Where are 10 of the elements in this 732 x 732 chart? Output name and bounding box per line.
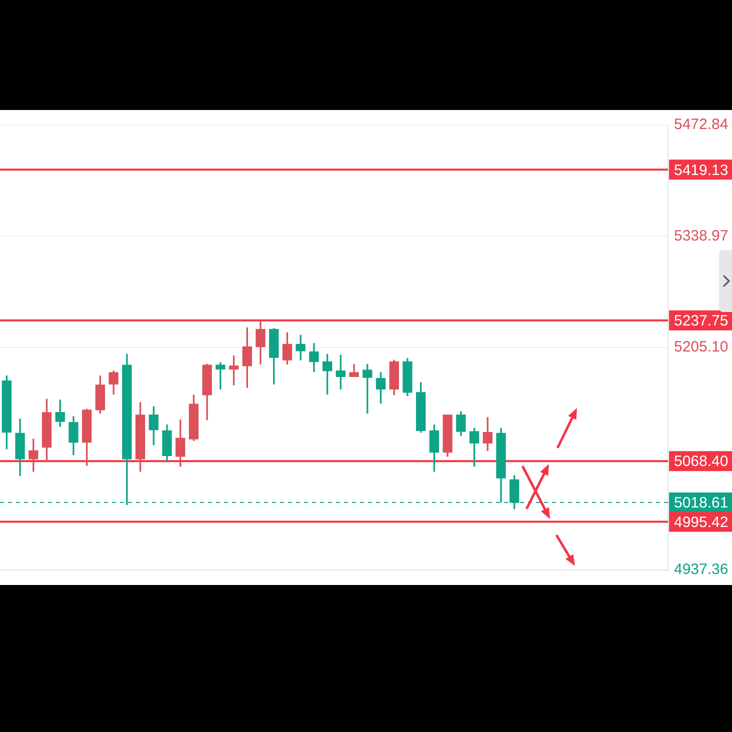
y-tick-label: 5205.10 <box>674 338 728 356</box>
ref-line-label: 4995.42 <box>674 514 728 531</box>
y-tick-label: 4937.36 <box>674 561 728 578</box>
ref-line-label: 5018.61 <box>674 494 728 512</box>
candlestick <box>216 362 226 390</box>
ref-line-label: 5419.13 <box>674 162 728 179</box>
y-tick-label: 5472.84 <box>674 116 728 134</box>
y-tick-label: 5338.97 <box>674 227 728 244</box>
ref-line-label: 5068.40 <box>674 453 728 470</box>
ref-line-label: 5237.75 <box>674 312 728 330</box>
